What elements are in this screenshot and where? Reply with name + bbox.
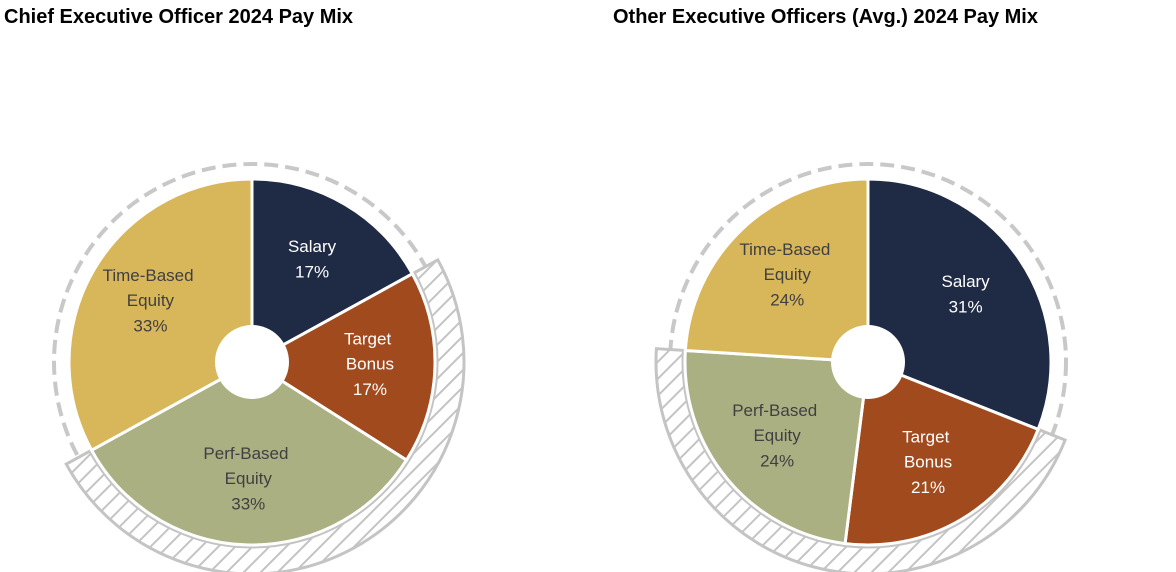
value-label: 17% [295, 262, 329, 281]
slice-label: Salary [942, 273, 991, 292]
pie-slice [683, 348, 870, 546]
slice-label: Time-Based Equity [739, 240, 835, 284]
pie-slice [249, 271, 437, 463]
center-hole [215, 325, 289, 399]
value-label: 31% [949, 298, 983, 317]
pie-slice [67, 177, 254, 453]
slice-label: Target Bonus [344, 330, 396, 374]
slice-label: Time-Based Equity [103, 266, 199, 310]
chart-title: Chief Executive Officer 2024 Pay Mix [4, 6, 353, 28]
at-risk-band [654, 347, 1068, 572]
slice-label: Perf-Based Equity [203, 444, 293, 488]
slice-label: Perf-Based Equity [732, 402, 822, 446]
value-label: 33% [133, 316, 167, 335]
value-label: 24% [760, 452, 794, 471]
value-label: 17% [353, 380, 387, 399]
pie-slice [843, 359, 1041, 547]
pie-slice [250, 177, 415, 365]
at-risk-band [64, 257, 466, 572]
slice-label: Target Bonus [902, 428, 954, 472]
value-label: 24% [770, 290, 804, 309]
chart-title: Other Executive Officers (Avg.) 2024 Pay… [613, 6, 1038, 28]
value-label: 33% [231, 494, 265, 513]
pie-slice [866, 177, 1053, 432]
pie-slice [683, 177, 870, 364]
center-hole [831, 325, 905, 399]
slice-label: Salary [288, 237, 337, 256]
value-label: 21% [911, 478, 945, 497]
